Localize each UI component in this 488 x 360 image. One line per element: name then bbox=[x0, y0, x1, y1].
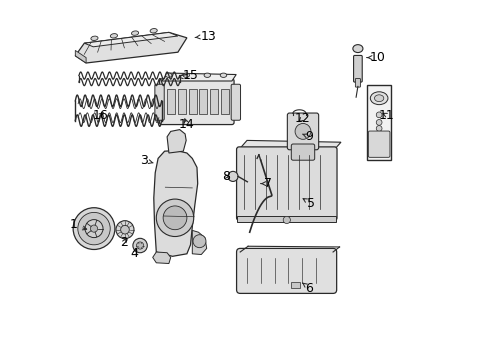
Circle shape bbox=[73, 208, 115, 249]
Bar bbox=[237, 216, 336, 222]
Text: 5: 5 bbox=[303, 197, 314, 210]
Circle shape bbox=[375, 120, 381, 125]
Text: 10: 10 bbox=[366, 51, 385, 64]
Text: 4: 4 bbox=[130, 247, 139, 260]
Bar bbox=[188, 89, 196, 114]
Circle shape bbox=[294, 123, 310, 139]
Text: 14: 14 bbox=[179, 118, 194, 131]
Text: 12: 12 bbox=[294, 112, 309, 125]
FancyBboxPatch shape bbox=[353, 55, 362, 82]
Polygon shape bbox=[167, 130, 186, 153]
Text: 15: 15 bbox=[179, 69, 198, 82]
FancyBboxPatch shape bbox=[159, 79, 234, 125]
Polygon shape bbox=[152, 252, 170, 264]
FancyBboxPatch shape bbox=[287, 113, 318, 150]
Ellipse shape bbox=[91, 36, 98, 41]
Circle shape bbox=[193, 235, 205, 248]
Ellipse shape bbox=[203, 73, 210, 77]
Circle shape bbox=[136, 242, 143, 249]
FancyBboxPatch shape bbox=[236, 248, 336, 293]
Circle shape bbox=[283, 216, 290, 224]
Circle shape bbox=[78, 212, 110, 245]
Circle shape bbox=[375, 126, 381, 131]
Bar bbox=[210, 89, 218, 114]
Text: 8: 8 bbox=[222, 170, 230, 183]
Circle shape bbox=[121, 225, 129, 234]
Circle shape bbox=[85, 220, 103, 238]
Ellipse shape bbox=[165, 73, 172, 77]
Text: 1: 1 bbox=[69, 219, 86, 231]
Text: 13: 13 bbox=[195, 30, 216, 42]
FancyBboxPatch shape bbox=[367, 131, 389, 157]
Bar bbox=[221, 89, 228, 114]
FancyBboxPatch shape bbox=[155, 84, 164, 120]
Ellipse shape bbox=[183, 73, 189, 77]
Text: 2: 2 bbox=[120, 237, 127, 249]
FancyBboxPatch shape bbox=[291, 144, 314, 160]
Polygon shape bbox=[84, 32, 178, 47]
Text: 16: 16 bbox=[92, 109, 108, 122]
Circle shape bbox=[116, 221, 134, 239]
Ellipse shape bbox=[110, 33, 117, 38]
Bar bbox=[167, 89, 175, 114]
Text: 11: 11 bbox=[378, 109, 394, 122]
Polygon shape bbox=[75, 50, 86, 63]
Circle shape bbox=[133, 238, 147, 253]
Ellipse shape bbox=[352, 45, 362, 53]
Text: 6: 6 bbox=[302, 282, 313, 294]
Ellipse shape bbox=[369, 92, 387, 105]
FancyBboxPatch shape bbox=[355, 78, 360, 87]
Ellipse shape bbox=[131, 31, 139, 35]
Bar bbox=[291, 282, 300, 288]
Polygon shape bbox=[192, 230, 206, 255]
Polygon shape bbox=[75, 32, 186, 63]
Polygon shape bbox=[162, 73, 236, 81]
Polygon shape bbox=[239, 140, 340, 149]
Bar bbox=[178, 89, 185, 114]
Polygon shape bbox=[153, 150, 197, 256]
Circle shape bbox=[90, 225, 98, 232]
Text: 9: 9 bbox=[302, 130, 313, 143]
Ellipse shape bbox=[220, 73, 226, 77]
Circle shape bbox=[375, 112, 381, 118]
Text: 7: 7 bbox=[261, 177, 271, 190]
Circle shape bbox=[163, 206, 186, 230]
FancyBboxPatch shape bbox=[231, 84, 240, 120]
Ellipse shape bbox=[150, 28, 157, 33]
Bar bbox=[199, 89, 207, 114]
Ellipse shape bbox=[374, 95, 383, 102]
FancyBboxPatch shape bbox=[236, 147, 336, 220]
Bar bbox=[366, 85, 390, 160]
Text: 3: 3 bbox=[140, 154, 153, 167]
Circle shape bbox=[156, 199, 193, 237]
Circle shape bbox=[227, 171, 238, 181]
